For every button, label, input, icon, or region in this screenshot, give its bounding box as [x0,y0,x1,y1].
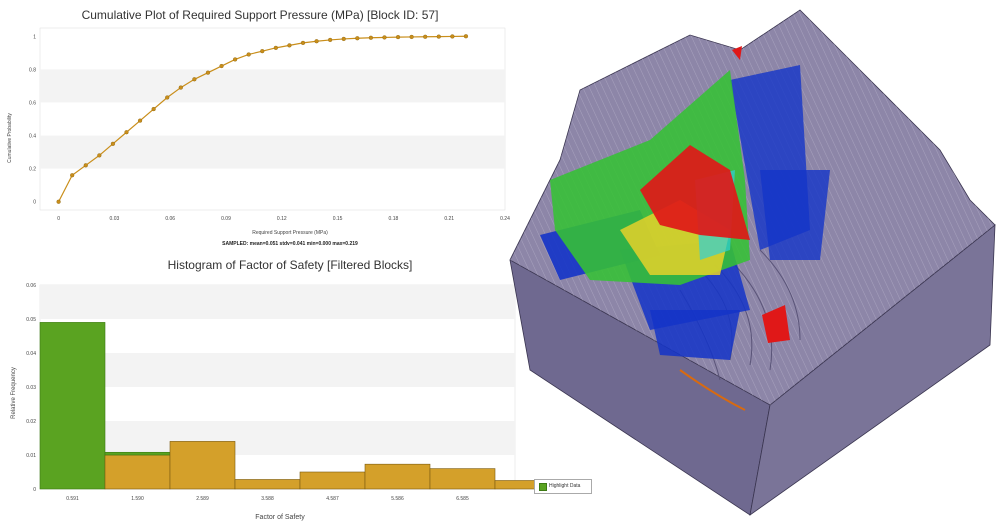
cdf-y-tick-label: 0.2 [29,167,36,173]
histogram-bar-highlight [104,451,171,456]
cdf-data-point [314,39,319,44]
histogram-x-tick-label: 3.588 [261,496,274,502]
histogram-legend: Highlight Data [534,479,592,494]
histogram-x-tick-label: 1.590 [131,496,144,502]
histogram-bar [299,471,366,490]
histogram-chart: 0 0.01 0.02 0.03 0.04 0.05 0.06 0.591 1.590 2.589… [26,283,561,502]
cdf-x-tick-label: 0 [57,216,60,222]
cdf-data-point [97,153,102,158]
cdf-data-point [436,34,441,39]
cdf-data-point [165,95,170,100]
cdf-y-tick-label: 0.4 [29,134,36,140]
cdf-data-point [233,57,238,62]
cdf-stats-summary: SAMPLED: mean=0.051 stdv=0.041 min=0.000… [222,241,358,247]
histogram-bar [429,468,496,490]
cdf-data-point [124,130,129,135]
histogram-y-axis-label: Relative Frequency [10,367,17,419]
cdf-y-axis-label: Cumulative Probability [6,113,13,163]
cdf-data-point [192,77,197,82]
cdf-data-point [83,163,88,168]
cdf-data-point [382,35,387,40]
cdf-chart: 0 0.2 0.4 0.6 0.8 1 0 0.03 0.06 0.09 0.12 0.15 0.18 0… [29,27,510,222]
cdf-data-point [463,34,469,39]
cdf-data-point [137,118,143,123]
cdf-data-point [287,43,292,48]
legend-swatch-highlight [539,483,547,491]
3d-block-model-view[interactable] [500,9,1000,520]
histogram-x-tick-label: 4.587 [326,496,339,502]
histogram-x-tick-label: 2.589 [196,496,209,502]
cdf-data-point [273,45,278,50]
cdf-data-point [56,199,61,204]
cdf-data-point [395,34,401,40]
cdf-data-point [355,36,360,41]
cdf-data-point [110,141,116,146]
histogram-grid-band [40,285,515,319]
cdf-chart-title: Cumulative Plot of Required Support Pres… [81,8,439,22]
failed-block-red-main [640,145,750,240]
cdf-data-point [368,35,373,40]
histogram-y-tick-label: 0.04 [26,351,36,357]
histogram-grid-band [40,421,515,455]
histogram-y-tick-label: 0.01 [26,453,36,459]
histogram-y-tick-label: 0.03 [26,385,36,391]
cdf-y-tick-label: 0 [33,200,36,206]
cdf-data-point [450,34,455,39]
cdf-data-point [423,34,428,39]
cdf-grid-band [40,135,505,169]
histogram-bar [104,454,171,490]
cdf-x-tick-label: 0.12 [277,216,287,222]
cdf-x-tick-label: 0.15 [333,216,343,222]
cdf-data-point [341,36,346,42]
cdf-data-point [70,173,75,178]
cdf-x-axis-label: Required Support Pressure (MPa) [252,230,328,236]
cdf-y-tick-label: 0.8 [29,67,36,73]
histogram-grid-band [40,353,515,387]
cdf-data-point [328,37,333,43]
cdf-x-tick-label: 0.06 [165,216,175,222]
histogram-y-tick-label: 0.05 [26,317,36,323]
failed-block-red-small [762,305,790,343]
histogram-x-tick-label: 0.591 [66,496,79,502]
histogram-bar [364,463,431,490]
cdf-grid-band [40,69,505,103]
legend-label-highlight: Highlight Data [549,483,581,489]
cdf-data-point [219,63,224,69]
cdf-y-tick-label: 1 [33,34,36,40]
cdf-data-point [178,85,183,90]
cdf-data-point [205,70,211,75]
joint-plane-blue-3 [650,310,740,360]
histogram-x-tick-label: 5.586 [391,496,404,502]
failure-trace-orange [679,369,746,411]
cdf-plot-area [39,27,506,211]
cdf-data-point [246,52,251,57]
histogram-y-tick-label: 0.06 [26,283,36,289]
failed-block-red-top [732,46,742,60]
cdf-y-tick-label: 0.6 [29,100,36,106]
histogram-bar [169,441,236,490]
histogram-y-tick-label: 0 [33,487,36,493]
cdf-x-tick-label: 0.09 [221,216,231,222]
cdf-data-point [300,40,306,45]
histogram-bar-highlight [39,322,106,490]
joint-plane-blue-5 [760,170,830,260]
cdf-x-tick-label: 0.21 [444,216,454,222]
cdf-x-tick-label: 0.24 [500,216,510,222]
cdf-x-tick-label: 0.03 [110,216,120,222]
histogram-x-tick-label: 6.585 [456,496,469,502]
cdf-x-tick-label: 0.18 [389,216,399,222]
histogram-title: Histogram of Factor of Safety [Filtered … [167,258,413,272]
cdf-data-point [409,34,414,40]
cdf-data-point [151,106,156,112]
histogram-y-tick-label: 0.02 [26,419,36,425]
histogram-x-axis-label: Factor of Safety [255,514,305,521]
cdf-data-point [260,49,265,54]
histogram-bar [234,479,301,490]
